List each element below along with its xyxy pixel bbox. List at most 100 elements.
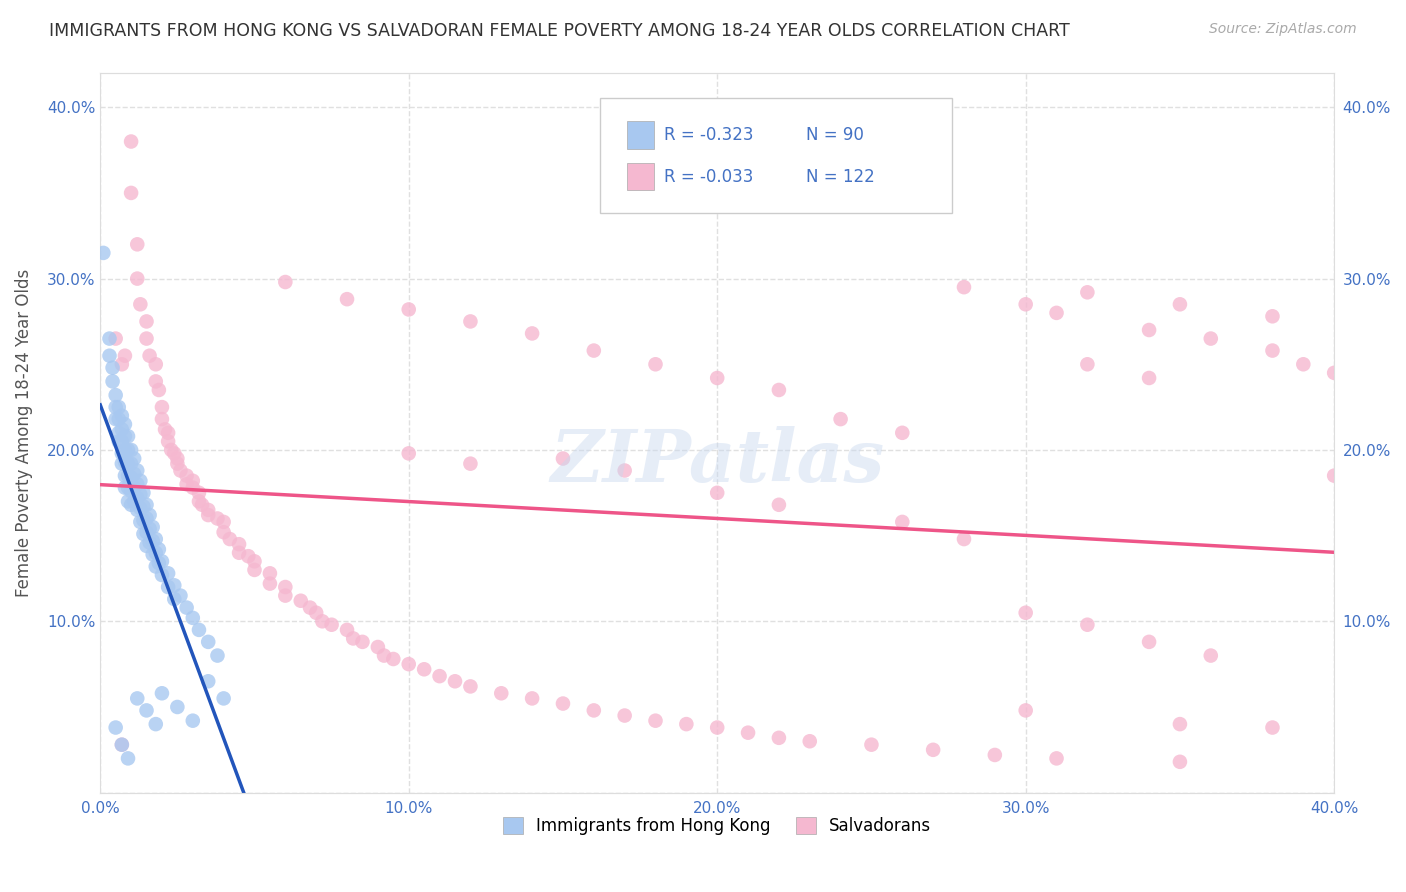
Point: [243, 563, 266, 577]
Point: [138, 535, 160, 549]
Point: [382, 652, 405, 666]
Point: [120, 498, 142, 512]
Point: [197, 503, 219, 517]
Point: [114, 455, 136, 469]
Point: [150, 400, 173, 414]
Point: [1076, 357, 1098, 371]
Point: [111, 422, 134, 436]
Point: [228, 546, 250, 560]
Point: [274, 275, 297, 289]
Point: [107, 434, 129, 449]
Point: [120, 186, 142, 200]
Point: [706, 371, 728, 385]
Text: IMMIGRANTS FROM HONG KONG VS SALVADORAN FEMALE POVERTY AMONG 18-24 YEAR OLDS COR: IMMIGRANTS FROM HONG KONG VS SALVADORAN …: [49, 22, 1070, 40]
Point: [135, 703, 157, 717]
Point: [984, 747, 1007, 762]
Point: [163, 446, 186, 460]
Point: [142, 548, 165, 562]
Point: [342, 632, 364, 646]
Point: [398, 302, 420, 317]
Point: [122, 467, 145, 481]
Point: [169, 589, 191, 603]
Point: [111, 738, 134, 752]
Point: [274, 580, 297, 594]
Point: [122, 494, 145, 508]
Point: [352, 635, 374, 649]
Point: [150, 568, 173, 582]
Point: [413, 662, 436, 676]
Point: [114, 429, 136, 443]
Point: [298, 600, 321, 615]
Point: [207, 511, 229, 525]
Point: [101, 360, 124, 375]
Point: [373, 648, 395, 663]
Point: [1292, 357, 1315, 371]
Point: [243, 554, 266, 568]
Point: [1168, 755, 1191, 769]
Point: [145, 532, 167, 546]
Point: [127, 271, 149, 285]
Point: [157, 566, 180, 581]
Point: [644, 714, 666, 728]
FancyBboxPatch shape: [627, 163, 654, 190]
Point: [101, 375, 124, 389]
Point: [429, 669, 451, 683]
Point: [127, 491, 149, 505]
Point: [148, 383, 170, 397]
Point: [1015, 297, 1038, 311]
Point: [150, 554, 173, 568]
Point: [1015, 703, 1038, 717]
Point: [644, 357, 666, 371]
Point: [737, 725, 759, 739]
Point: [120, 135, 142, 149]
Point: [259, 566, 281, 581]
Point: [181, 714, 204, 728]
Point: [520, 326, 543, 341]
Point: [582, 703, 605, 717]
Point: [104, 388, 127, 402]
Point: [135, 539, 157, 553]
Point: [163, 592, 186, 607]
Point: [1045, 751, 1067, 765]
Point: [138, 522, 160, 536]
Point: [218, 532, 240, 546]
Point: [1168, 717, 1191, 731]
Point: [1137, 371, 1160, 385]
Point: [181, 474, 204, 488]
Point: [135, 511, 157, 525]
Point: [117, 429, 139, 443]
Point: [460, 680, 482, 694]
FancyBboxPatch shape: [627, 121, 654, 149]
Point: [398, 657, 420, 672]
Point: [148, 542, 170, 557]
Point: [1261, 721, 1284, 735]
Point: [107, 400, 129, 414]
Point: [111, 738, 134, 752]
Point: [163, 578, 186, 592]
Point: [460, 314, 482, 328]
Point: [120, 470, 142, 484]
Point: [142, 520, 165, 534]
Point: [104, 332, 127, 346]
Point: [111, 357, 134, 371]
Point: [551, 451, 574, 466]
Point: [111, 409, 134, 423]
Point: [114, 417, 136, 432]
Point: [176, 600, 198, 615]
Point: [145, 375, 167, 389]
Point: [117, 468, 139, 483]
Point: [1015, 606, 1038, 620]
Point: [132, 485, 155, 500]
Point: [197, 674, 219, 689]
Point: [188, 485, 211, 500]
Point: [127, 691, 149, 706]
Point: [117, 457, 139, 471]
Point: [132, 527, 155, 541]
Point: [127, 463, 149, 477]
Point: [768, 731, 790, 745]
Point: [135, 332, 157, 346]
Point: [181, 611, 204, 625]
Point: [706, 485, 728, 500]
Text: ZIPatlas: ZIPatlas: [550, 426, 884, 497]
Point: [188, 623, 211, 637]
